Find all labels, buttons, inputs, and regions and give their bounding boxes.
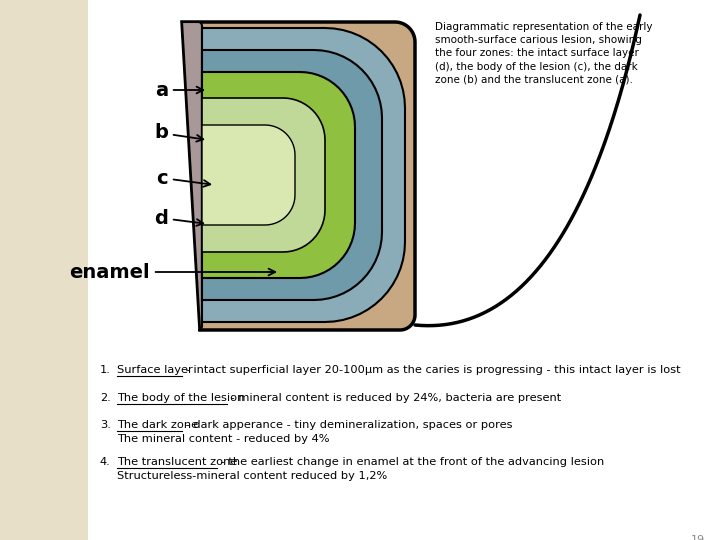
- Polygon shape: [202, 72, 355, 278]
- Text: 19: 19: [691, 535, 705, 540]
- Text: Diagrammatic representation of the early
smooth-surface carious lesion, showing
: Diagrammatic representation of the early…: [435, 22, 652, 85]
- Text: - the earliest change in enamel at the front of the advancing lesion: - the earliest change in enamel at the f…: [217, 457, 604, 467]
- Text: - mineral content is reduced by 24%, bacteria are present: - mineral content is reduced by 24%, bac…: [227, 393, 562, 403]
- Text: 2.: 2.: [100, 393, 111, 403]
- Text: Structureless-mineral content reduced by 1,2%: Structureless-mineral content reduced by…: [117, 471, 387, 481]
- Text: The dark zone: The dark zone: [117, 420, 198, 430]
- Text: 1.: 1.: [100, 365, 111, 375]
- Polygon shape: [0, 0, 88, 540]
- Text: The mineral content - reduced by 4%: The mineral content - reduced by 4%: [117, 434, 330, 444]
- Polygon shape: [202, 125, 295, 225]
- Text: enamel: enamel: [69, 262, 275, 281]
- Text: d: d: [154, 208, 203, 227]
- Text: c: c: [156, 168, 210, 187]
- Text: The body of the lesion: The body of the lesion: [117, 393, 244, 403]
- Text: b: b: [154, 124, 203, 143]
- Text: a: a: [155, 80, 203, 99]
- Polygon shape: [182, 22, 202, 330]
- Polygon shape: [182, 22, 415, 330]
- Polygon shape: [202, 50, 382, 300]
- Text: - dark apperance - tiny demineralization, spaces or pores: - dark apperance - tiny demineralization…: [182, 420, 513, 430]
- Text: The translucent zone: The translucent zone: [117, 457, 238, 467]
- Text: 3.: 3.: [100, 420, 111, 430]
- Text: - intact superficial layer 20-100μm as the caries is progressing - this intact l: - intact superficial layer 20-100μm as t…: [182, 365, 680, 375]
- Polygon shape: [202, 98, 325, 252]
- Text: 4.: 4.: [100, 457, 111, 467]
- Text: Surface layer: Surface layer: [117, 365, 193, 375]
- Polygon shape: [202, 28, 405, 322]
